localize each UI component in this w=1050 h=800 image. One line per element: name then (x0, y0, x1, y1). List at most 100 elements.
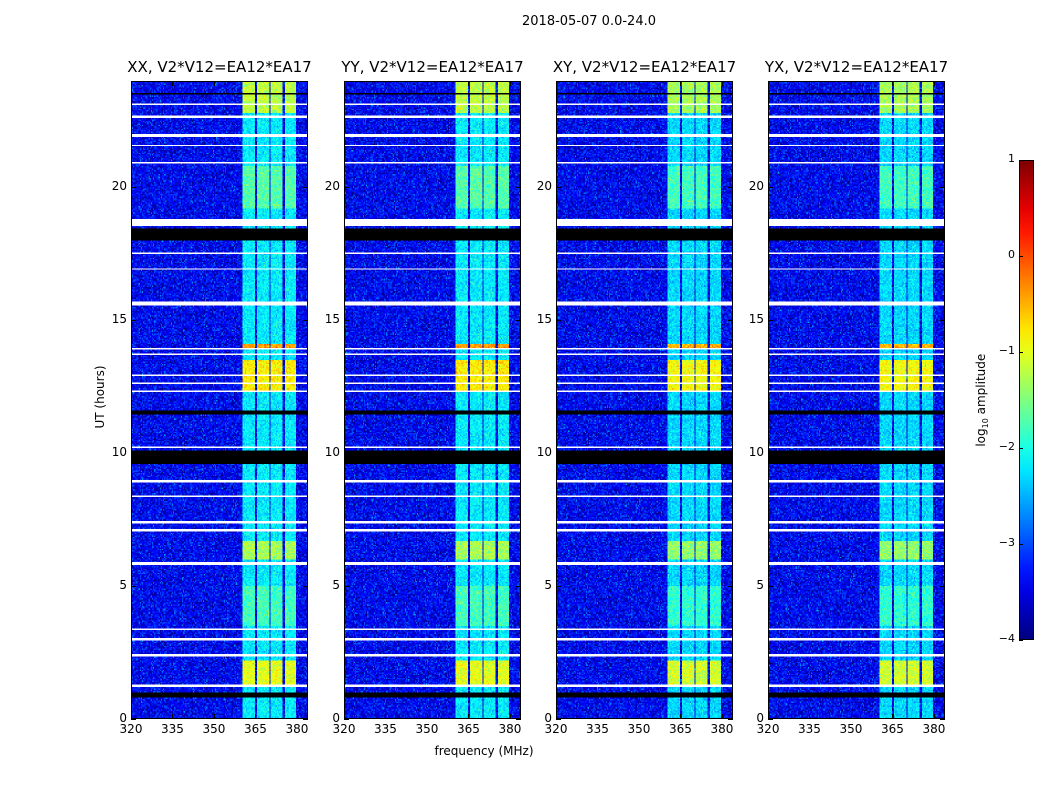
panel-xy: XY, V2*V12=EA12*EA17 320 335 350 365 380 0 5 10… (537, 58, 736, 736)
panel-yx: YX, V2*V12=EA12*EA17 320 335 350 365 380 0 5 10… (749, 58, 948, 736)
y-tick-label: 5 (332, 578, 340, 593)
y-tick-mark (344, 320, 349, 322)
y-tick-mark (556, 719, 561, 720)
x-tick-mark (768, 81, 769, 86)
y-tick-mark (768, 586, 773, 588)
y-tick-mark (940, 453, 945, 455)
y-tick-mark (556, 453, 561, 455)
y-tick-mark (768, 719, 773, 720)
x-tick-label: 350 (839, 722, 863, 736)
y-tick-label: 0 (332, 711, 340, 725)
y-tick-label: 20 (111, 179, 127, 194)
heatmap-yx (768, 81, 945, 719)
x-tick-label: 320 (544, 722, 568, 736)
y-tick-mark (768, 453, 773, 455)
y-tick-mark (516, 586, 521, 588)
panel-xx: XX, V2*V12=EA12*EA17 320 335 350 365 380 0 5 10… (112, 58, 312, 736)
x-tick-label: 350 (415, 722, 439, 736)
y-tick-mark (728, 586, 733, 588)
colorbar-tick-mark (1019, 640, 1023, 641)
x-tick-mark (344, 714, 345, 719)
y-tick-label: 15 (748, 312, 764, 327)
y-tick-mark (768, 187, 773, 189)
y-tick-mark (131, 187, 136, 189)
x-tick-mark (255, 81, 257, 86)
x-tick-label: 350 (627, 722, 651, 736)
y-tick-label: 10 (324, 445, 340, 460)
y-tick-mark (940, 187, 945, 189)
y-tick-mark (131, 453, 136, 455)
x-tick-mark (721, 81, 723, 86)
colorbar-tick-mark (1019, 256, 1023, 257)
heatmap-xy (556, 81, 733, 719)
x-tick-label: 350 (202, 722, 226, 736)
figure-title: 2018-05-07 0.0-24.0 (522, 14, 656, 29)
y-tick-mark (131, 320, 136, 322)
y-tick-mark (728, 453, 733, 455)
colorbar (1019, 160, 1034, 640)
y-tick-label: 0 (544, 711, 552, 725)
x-tick-label: 320 (332, 722, 356, 736)
y-tick-mark (516, 320, 521, 322)
x-tick-mark (385, 81, 387, 86)
colorbar-tick-label: −4 (998, 632, 1015, 645)
x-tick-label: 365 (457, 722, 480, 736)
y-tick-label: 15 (111, 312, 127, 327)
x-tick-mark (255, 714, 257, 719)
x-tick-mark (296, 714, 298, 719)
x-tick-mark (597, 714, 599, 719)
y-tick-label: 0 (756, 711, 764, 725)
y-tick-label: 20 (536, 179, 552, 194)
x-tick-mark (556, 81, 557, 86)
x-tick-mark (213, 81, 215, 86)
x-tick-mark (131, 714, 132, 719)
x-tick-label: 380 (498, 722, 522, 736)
x-tick-mark (933, 714, 935, 719)
colorbar-tick-mark (1019, 448, 1023, 449)
x-tick-label: 320 (756, 722, 780, 736)
y-tick-label: 15 (536, 312, 552, 327)
x-tick-mark (509, 714, 511, 719)
y-tick-mark (303, 719, 308, 720)
y-tick-mark (940, 320, 945, 322)
y-tick-mark (728, 320, 733, 322)
x-tick-mark (509, 81, 511, 86)
y-tick-mark (728, 187, 733, 189)
x-tick-mark (680, 81, 682, 86)
x-tick-mark (468, 81, 470, 86)
x-tick-mark (172, 81, 174, 86)
colorbar-tick-mark (1019, 544, 1023, 545)
y-tick-label: 15 (324, 312, 340, 327)
y-tick-label: 5 (756, 578, 764, 593)
y-tick-mark (303, 320, 308, 322)
y-tick-mark (556, 320, 561, 322)
heatmap-xx (131, 81, 308, 719)
y-tick-mark (940, 586, 945, 588)
x-tick-mark (638, 714, 640, 719)
x-tick-mark (892, 81, 894, 86)
x-tick-label: 365 (881, 722, 904, 736)
y-tick-mark (303, 586, 308, 588)
y-tick-mark (556, 187, 561, 189)
x-tick-mark (213, 714, 215, 719)
x-tick-mark (468, 714, 470, 719)
y-tick-mark (131, 586, 136, 588)
y-tick-mark (768, 320, 773, 322)
y-tick-label: 5 (119, 578, 127, 593)
x-tick-label: 380 (710, 722, 734, 736)
y-tick-mark (728, 719, 733, 720)
heatmap-yy (344, 81, 521, 719)
x-tick-mark (638, 81, 640, 86)
y-tick-label: 5 (544, 578, 552, 593)
x-tick-mark (172, 714, 174, 719)
x-tick-mark (809, 81, 811, 86)
x-tick-mark (131, 81, 132, 86)
x-axis-label: frequency (MHz) (434, 744, 534, 758)
x-tick-label: 320 (119, 722, 143, 736)
colorbar-tick-label: 1 (1008, 152, 1015, 165)
colorbar-tick-label: 0 (1008, 248, 1015, 261)
x-tick-label: 335 (374, 722, 397, 736)
y-tick-label: 20 (324, 179, 340, 194)
x-tick-mark (597, 81, 599, 86)
x-tick-mark (556, 714, 557, 719)
